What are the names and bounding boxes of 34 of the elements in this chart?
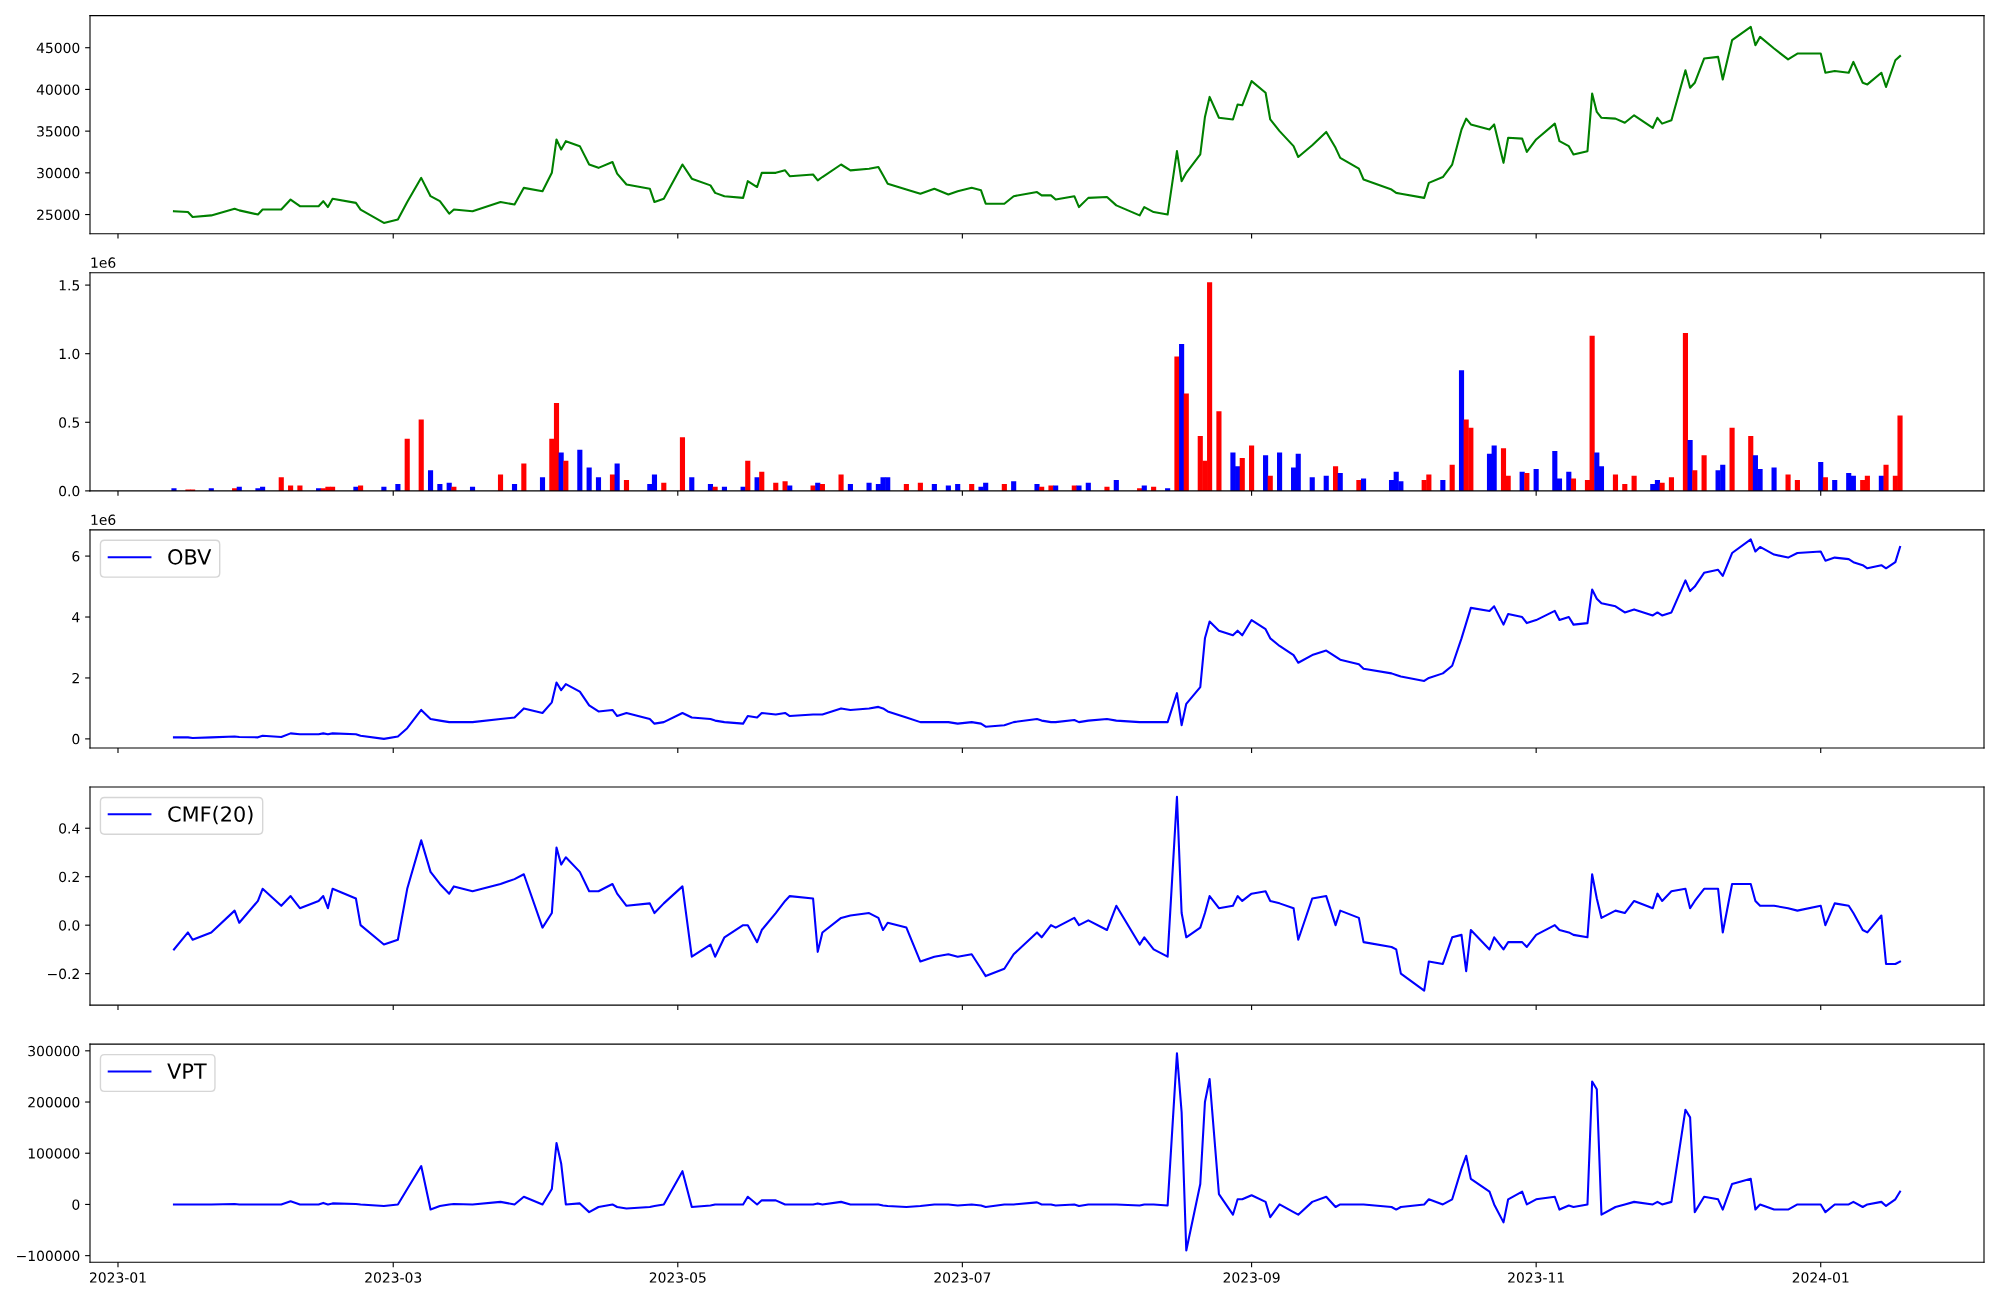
y-tick-label: 0	[72, 733, 80, 745]
y-tick-label: 1.0	[59, 348, 80, 360]
y-tick-label: 300000	[28, 1045, 80, 1057]
x-tick-label: 2023-01	[89, 1272, 146, 1283]
y-tick-label: 40000	[36, 84, 80, 95]
x-tick-label: 2023-05	[649, 1272, 706, 1283]
y-tick-label: −0.2	[48, 968, 79, 980]
x-tick-label: 2023-09	[1223, 1272, 1280, 1283]
y-tick-label: 35000	[37, 126, 80, 137]
legend-label: VPT	[167, 1063, 207, 1079]
x-tick-label: 2023-03	[365, 1272, 422, 1283]
y-tick-label: 100000	[28, 1148, 80, 1159]
y-tick-label: 0.5	[59, 417, 80, 428]
y-tick-label: 0.2	[59, 871, 79, 883]
y-tick-label: 2	[72, 672, 79, 684]
y-tick-label: 25000	[37, 209, 80, 221]
text: 1e6	[91, 257, 116, 268]
y-tick-label: 200000	[28, 1096, 80, 1108]
y-tick-label: 0.4	[59, 823, 80, 834]
x-tick-label: 2023-11	[1508, 1272, 1564, 1283]
y-tick-label: 6	[72, 551, 80, 562]
y-tick-label: 4	[72, 612, 80, 623]
legend-label: OBV	[168, 549, 212, 565]
y-tick-label: 0	[72, 1199, 80, 1210]
y-tick-label: 30000	[37, 167, 80, 179]
y-tick-label: −100000	[17, 1250, 80, 1262]
x-tick-label: 2024-01	[1792, 1272, 1849, 1283]
y-tick-label: 0.0	[59, 485, 80, 497]
text: 1e6	[91, 514, 116, 526]
x-tick-label: 2023-07	[934, 1272, 991, 1283]
y-tick-label: 45000	[36, 42, 80, 54]
legend-label: CMF(20)	[168, 805, 253, 825]
y-tick-label: 1.5	[59, 280, 80, 291]
y-tick-label: 0.0	[59, 920, 80, 931]
